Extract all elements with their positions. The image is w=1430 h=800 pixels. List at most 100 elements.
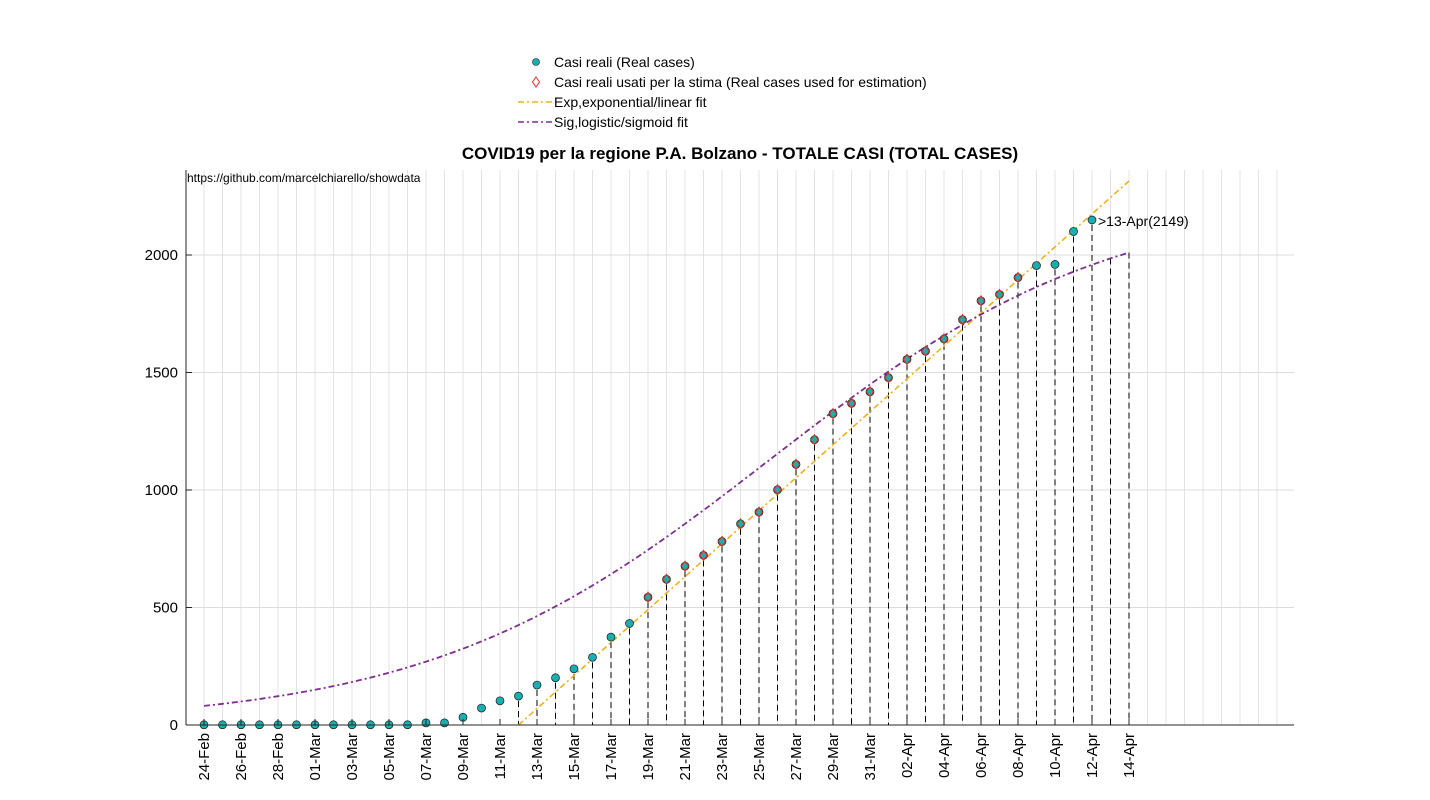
x-tick-label: 07-Mar <box>418 733 435 781</box>
real-case-point <box>532 680 542 690</box>
chart-title: COVID19 per la regione P.A. Bolzano - TO… <box>462 144 1018 163</box>
y-tick-label: 2000 <box>145 247 178 264</box>
x-tick-label: 05-Mar <box>381 733 398 781</box>
x-tick-label: 26-Feb <box>233 733 250 781</box>
real-case-point <box>847 398 856 408</box>
estimation-point <box>921 345 930 357</box>
x-tick-label: 08-Apr <box>1010 733 1027 778</box>
real-case-point <box>1069 227 1078 236</box>
last-point-annotation: >13-Apr(2149) <box>1098 213 1189 229</box>
real-case-point <box>736 519 745 529</box>
estimation-point <box>865 385 875 398</box>
estimation-point <box>976 294 986 307</box>
estimation-point <box>847 397 856 410</box>
real-case-point <box>884 373 893 383</box>
real-case-point <box>1050 260 1060 269</box>
legend-entry-sigmoid: Sig,logistic/sigmoid fit <box>554 114 688 130</box>
real-case-point <box>717 537 727 546</box>
real-case-point <box>514 691 523 701</box>
real-case-point <box>995 290 1004 299</box>
x-tick-label: 15-Mar <box>566 733 583 781</box>
real-case-point <box>865 387 875 397</box>
real-case-point <box>551 673 560 683</box>
real-case-point <box>495 696 505 706</box>
estimation-point <box>736 517 745 530</box>
estimation-point <box>939 333 949 345</box>
estimation-point <box>810 433 819 446</box>
estimation-point <box>1013 271 1023 284</box>
linear-fit-line <box>517 180 1130 726</box>
legend-entry-real: Casi reali (Real cases) <box>554 54 695 70</box>
x-tick-label: 04-Apr <box>936 733 953 778</box>
x-tick-label: 24-Feb <box>196 733 213 781</box>
real-case-point <box>958 315 967 324</box>
real-case-point <box>921 346 930 356</box>
real-case-point <box>569 664 579 674</box>
x-tick-label: 13-Mar <box>529 733 546 781</box>
real-case-point <box>810 435 819 445</box>
x-tick-label: 19-Mar <box>640 733 657 781</box>
real-case-point <box>662 574 671 584</box>
x-tick-label: 11-Mar <box>492 733 509 779</box>
legend: Casi reali (Real cases) Casi reali usati… <box>518 54 927 130</box>
x-tick-label: 12-Apr <box>1084 733 1101 778</box>
real-case-point <box>699 550 708 560</box>
y-ticks: 0 500 1000 1500 2000 <box>145 247 192 734</box>
real-case-point <box>828 409 838 418</box>
x-tick-label: 23-Mar <box>714 733 731 781</box>
real-case-point <box>976 296 986 306</box>
estimation-point <box>680 560 690 573</box>
sigmoid-fit-line <box>203 251 1130 707</box>
estimation-point <box>828 407 838 420</box>
x-tick-label: 29-Mar <box>825 733 842 781</box>
x-tick-label: 25-Mar <box>751 733 768 781</box>
x-tick-label: 14-Apr <box>1121 733 1138 778</box>
source-url: https://github.com/marcelchiarello/showd… <box>187 171 421 185</box>
real-case-point <box>440 718 449 728</box>
estimation-point <box>717 535 727 548</box>
legend-marker-real <box>532 58 540 66</box>
legend-entry-linear: Exp,exponential/linear fit <box>554 94 707 110</box>
real-case-point <box>588 652 597 662</box>
x-tick-label: 21-Mar <box>677 733 694 781</box>
x-tick-label: 03-Mar <box>344 733 361 781</box>
estimation-points <box>643 271 1023 604</box>
real-case-point <box>606 632 616 642</box>
real-case-point <box>625 619 634 628</box>
x-tick-label: 27-Mar <box>788 733 805 781</box>
estimation-point <box>791 458 801 471</box>
y-tick-label: 500 <box>153 600 178 617</box>
x-tick-label: 06-Apr <box>973 733 990 778</box>
y-tick-label: 1500 <box>145 365 178 382</box>
real-case-point <box>773 485 782 495</box>
real-case-point <box>902 354 912 364</box>
real-case-point <box>1032 261 1041 270</box>
x-tick-label: 02-Apr <box>899 733 916 778</box>
estimation-point <box>995 288 1004 301</box>
y-tick-label: 0 <box>170 717 178 734</box>
x-ticks: 24-Feb 26-Feb 28-Feb 01-Mar 03-Mar 05-Mar 07-M… <box>196 719 1138 781</box>
x-tick-label: 01-Mar <box>307 733 324 781</box>
estimation-point <box>773 483 782 496</box>
real-case-point <box>939 334 949 344</box>
x-tick-label: 09-Mar <box>455 733 472 781</box>
real-case-point <box>643 592 653 602</box>
real-case-point <box>791 460 801 469</box>
real-case-point <box>477 703 486 713</box>
estimation-point <box>699 549 708 562</box>
drop-lines <box>518 224 1130 725</box>
x-tick-label: 10-Apr <box>1047 733 1064 778</box>
legend-entry-estimation: Casi reali usati per la stima (Real case… <box>554 74 927 90</box>
real-case-point <box>754 507 764 517</box>
estimation-point <box>884 371 893 384</box>
y-tick-label: 1000 <box>145 482 178 499</box>
estimation-point <box>643 591 653 604</box>
legend-marker-estimation <box>531 76 541 88</box>
real-case-point <box>680 561 690 571</box>
real-case-point <box>1013 273 1023 282</box>
x-tick-label: 17-Mar <box>603 733 620 781</box>
x-tick-label: 31-Mar <box>862 733 879 781</box>
real-case-point <box>1087 215 1097 225</box>
x-tick-label: 28-Feb <box>270 733 287 781</box>
